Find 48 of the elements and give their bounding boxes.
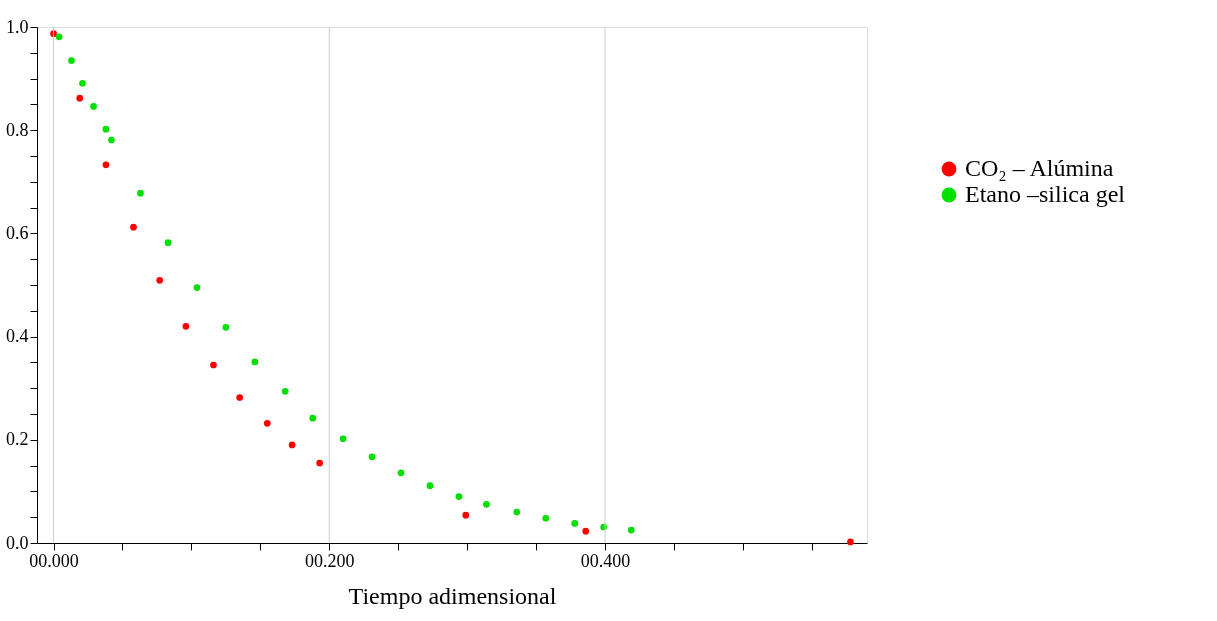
point (55, 33, 63, 41)
point (210, 361, 217, 369)
y-tick-label: 0.0 (6, 532, 29, 553)
point (263, 419, 271, 427)
point (368, 453, 376, 461)
point (251, 358, 259, 366)
point (137, 189, 144, 197)
point (483, 500, 490, 508)
y-tick-label: 1.0 (6, 16, 29, 37)
legend-label: Etano –silica gel (965, 181, 1126, 207)
point (90, 103, 97, 110)
x-axis-title: Tiempo adimensional (348, 582, 557, 609)
point (236, 394, 244, 401)
point (571, 520, 579, 527)
point (397, 469, 405, 477)
point (102, 161, 110, 169)
y-tick-label: 0.8 (6, 119, 29, 140)
point (339, 435, 347, 443)
point (222, 323, 230, 331)
point (68, 57, 75, 64)
y-tick-label: 0.2 (6, 429, 29, 450)
point (455, 493, 463, 500)
x-tick-label: 00.000 (29, 550, 79, 571)
point (316, 459, 323, 467)
point (76, 94, 84, 102)
point (582, 527, 590, 535)
point (542, 514, 550, 522)
point (281, 387, 289, 395)
y-tick-label: 0.6 (6, 222, 29, 243)
x-tick-label: 00.400 (580, 550, 631, 571)
x-tick-label: 00.200 (305, 550, 355, 571)
point (156, 277, 164, 284)
point (130, 223, 137, 231)
point (193, 284, 201, 291)
y-tick-label: 0.4 (6, 326, 29, 347)
point (182, 322, 190, 330)
legend-label: CO₂ – Alúmina (965, 155, 1114, 181)
point (847, 538, 854, 546)
point (102, 125, 110, 133)
point (79, 79, 86, 87)
point (426, 482, 434, 490)
point (288, 441, 296, 449)
point (108, 136, 115, 144)
point (309, 414, 317, 422)
point (462, 511, 470, 519)
point (164, 239, 172, 247)
point (513, 508, 521, 516)
point (627, 526, 635, 534)
